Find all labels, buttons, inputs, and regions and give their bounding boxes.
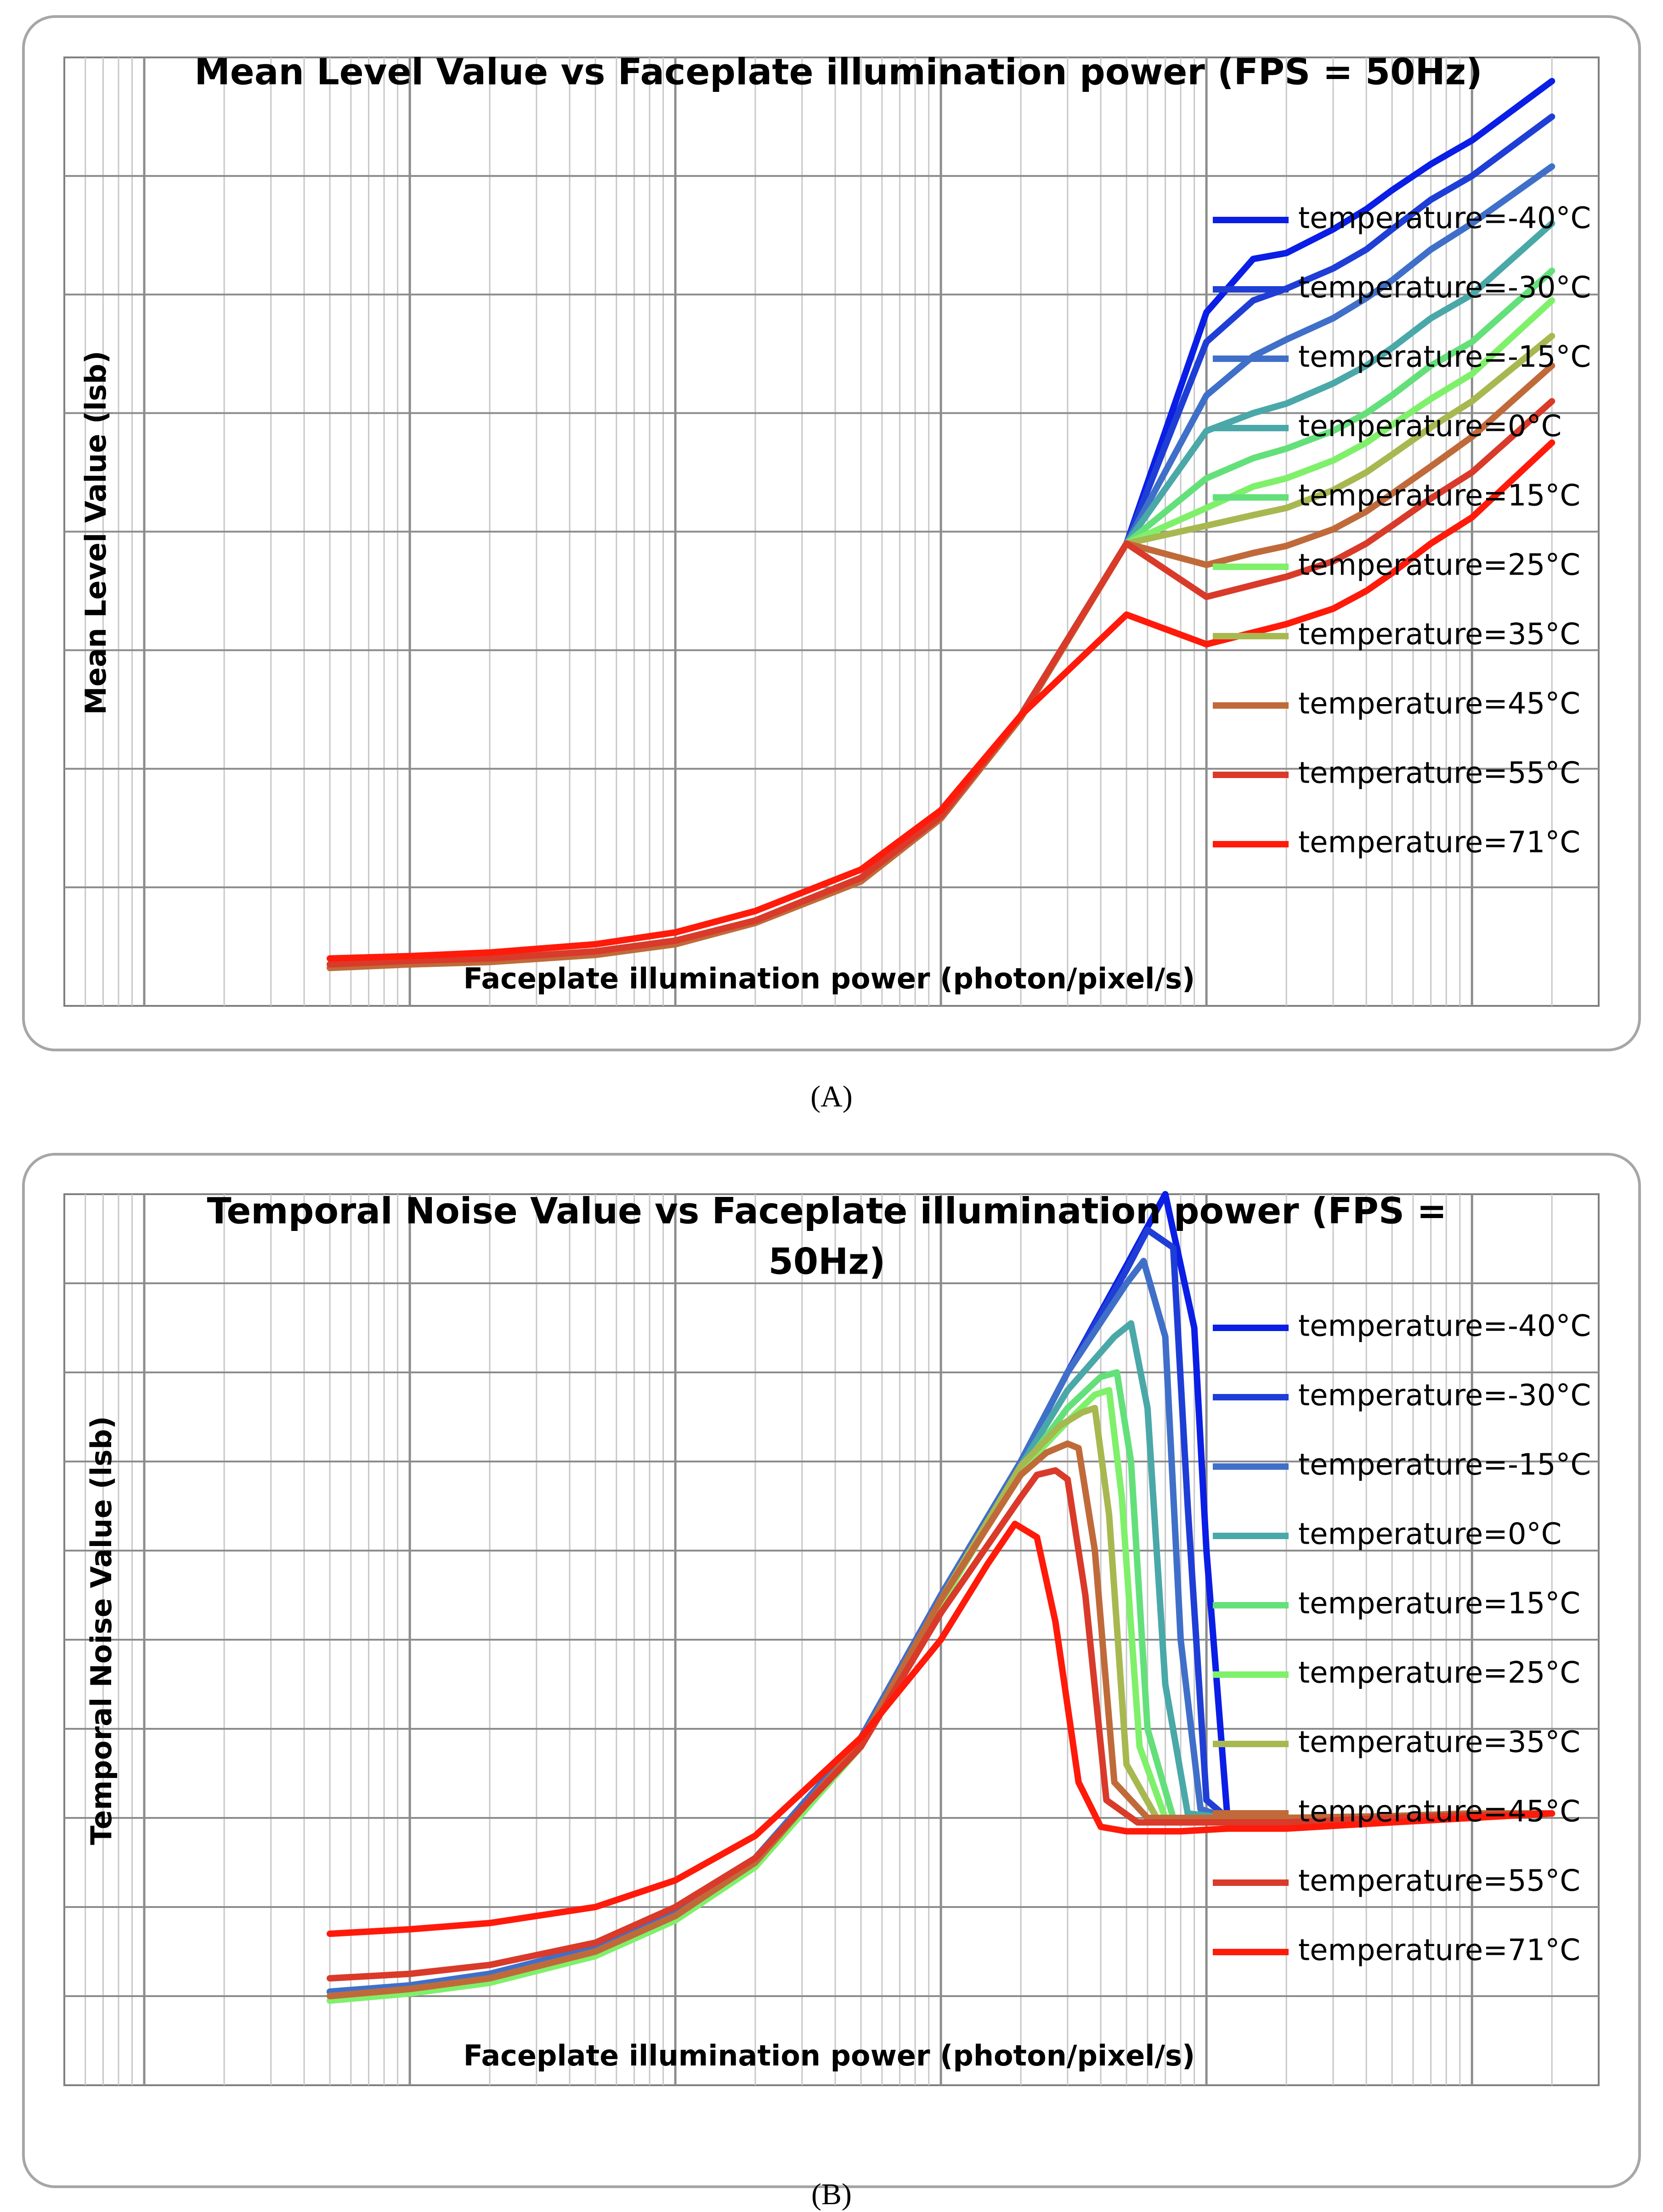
legend-label-1: temperature=-30°C [1298, 271, 1591, 305]
x-axis-label: Faceplate illumination power (photon/pix… [464, 962, 1195, 995]
y-axis-label: Mean Level Value (lsb) [79, 351, 113, 715]
chart-title: Mean Level Value vs Faceplate illuminati… [194, 51, 1482, 93]
legend-label-5: temperature=25°C [1298, 548, 1580, 582]
series-line-9 [327, 1520, 1556, 1937]
legend-label-6: temperature=35°C [1298, 1726, 1580, 1760]
legend-label-2: temperature=-15°C [1298, 1448, 1591, 1482]
legend-label-3: temperature=0°C [1298, 1518, 1561, 1552]
series-line-9 [327, 439, 1556, 962]
chart-title-line-1: 50Hz) [769, 1241, 886, 1282]
legend-label-8: temperature=55°C [1298, 756, 1580, 790]
panel-label-b: (B) [811, 2178, 852, 2211]
legend-label-4: temperature=15°C [1298, 1587, 1580, 1621]
legend-label-8: temperature=55°C [1298, 1864, 1580, 1898]
legend-label-0: temperature=-40°C [1298, 202, 1591, 236]
chart-0: Mean Level Value vs Faceplate illuminati… [63, 51, 1600, 1007]
legend-label-7: temperature=45°C [1298, 1795, 1580, 1829]
y-axis-label: Temporal Noise Value (lsb) [85, 1416, 118, 1845]
gridlines [64, 57, 1599, 1006]
legend-label-6: temperature=35°C [1298, 618, 1580, 652]
legend-label-0: temperature=-40°C [1298, 1309, 1591, 1343]
panel-label-a: (A) [810, 1080, 853, 1113]
legend: temperature=-40°C temperature=-30°C temper… [1213, 202, 1591, 860]
legend-label-3: temperature=0°C [1298, 410, 1561, 444]
legend-label-5: temperature=25°C [1298, 1656, 1580, 1690]
legend-label-7: temperature=45°C [1298, 687, 1580, 721]
legend: temperature=-40°C temperature=-30°C temper… [1213, 1309, 1591, 1968]
gridlines [64, 1194, 1599, 2085]
legend-label-4: temperature=15°C [1298, 479, 1580, 513]
series-line-7 [327, 1440, 1556, 1999]
legend-label-2: temperature=-15°C [1298, 340, 1591, 374]
x-axis-label: Faceplate illumination power (photon/pix… [464, 2039, 1195, 2072]
legend-label-9: temperature=71°C [1298, 1934, 1580, 1968]
legend-label-1: temperature=-30°C [1298, 1379, 1591, 1413]
chart-1: Temporal Noise Value vs Faceplate illumi… [63, 1191, 1600, 2086]
series-line-8 [327, 398, 1556, 968]
series-line-8 [327, 1467, 1556, 1982]
legend-label-9: temperature=71°C [1298, 826, 1580, 860]
chart-title-line-0: Temporal Noise Value vs Faceplate illumi… [207, 1191, 1447, 1232]
